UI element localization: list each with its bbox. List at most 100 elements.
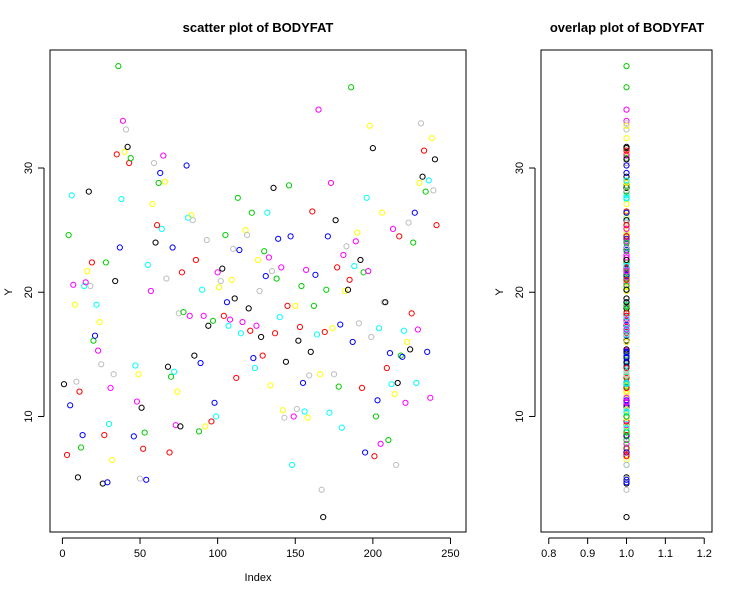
scatter-point	[391, 391, 398, 398]
scatter-point	[313, 331, 321, 338]
scatter-point	[293, 405, 300, 413]
scatter-point	[158, 225, 165, 232]
scatter-point	[149, 200, 156, 208]
scatter-point	[108, 456, 116, 464]
scatter-point	[70, 281, 77, 288]
scatter-point	[68, 192, 75, 199]
overlap-point	[623, 126, 630, 133]
scatter-point	[292, 302, 299, 310]
scatter-point	[335, 383, 342, 390]
overlap-point	[623, 513, 630, 521]
overlap-y-tick-label: 10	[514, 410, 526, 422]
scatter-point	[262, 272, 269, 280]
overlap-point	[623, 276, 630, 283]
scatter-point	[177, 423, 184, 430]
overlap-y-tick-label: 20	[514, 286, 526, 298]
scatter-point	[225, 322, 232, 329]
scatter-point	[245, 305, 252, 312]
scatter-point	[318, 486, 325, 493]
overlap-points	[623, 63, 630, 521]
scatter-x-tick-label: 200	[364, 548, 382, 560]
scatter-point	[242, 227, 249, 234]
scatter-point	[144, 261, 151, 269]
scatter-point	[167, 373, 175, 380]
scatter-point	[408, 310, 415, 317]
scatter-point	[256, 287, 263, 295]
scatter-point	[220, 312, 227, 319]
scatter-point	[422, 188, 429, 195]
scatter-x-tick-label: 250	[441, 548, 459, 560]
overlap-point	[623, 453, 630, 460]
scatter-point	[407, 346, 414, 353]
overlap-y-tick-label: 30	[514, 162, 526, 174]
scatter-point	[278, 264, 285, 271]
scatter-point	[88, 259, 96, 266]
overlap-point	[623, 194, 630, 201]
overlap-point	[623, 63, 630, 70]
scatter-point	[315, 106, 322, 113]
overlap-point	[623, 225, 630, 232]
scatter-point	[352, 238, 359, 245]
scatter-point	[250, 354, 257, 362]
scatter-point	[276, 313, 283, 321]
scatter-x-tick-label: 0	[59, 548, 65, 560]
overlap-point	[623, 120, 630, 127]
scatter-point	[416, 179, 423, 187]
overlap-point	[623, 368, 630, 375]
overlap-point	[623, 222, 630, 229]
scatter-point	[270, 184, 277, 191]
scatter-point	[414, 326, 421, 333]
scatter-point	[244, 231, 251, 239]
scatter-point	[298, 282, 305, 290]
scatter-points	[60, 63, 440, 521]
overlap-point	[623, 239, 630, 246]
scatter-point	[320, 513, 327, 521]
scatter-point	[155, 179, 162, 187]
overlap-point	[623, 461, 630, 469]
overlap-point	[623, 179, 630, 187]
scatter-point	[289, 461, 296, 469]
scatter-point	[264, 209, 271, 216]
overlap-point	[623, 209, 630, 216]
scatter-point	[126, 159, 133, 167]
scatter-point	[290, 413, 297, 420]
scatter-point	[400, 327, 408, 334]
scatter-point	[237, 330, 245, 337]
overlap-point	[623, 135, 630, 142]
scatter-point	[253, 322, 260, 329]
scatter-point	[349, 338, 356, 346]
overlap-point	[623, 187, 630, 194]
scatter-point	[417, 120, 425, 127]
scatter-point	[303, 266, 310, 273]
scatter-point	[428, 135, 435, 142]
scatter-point	[226, 316, 234, 323]
overlap-point	[623, 346, 630, 353]
scatter-point	[79, 432, 86, 439]
scatter-point	[234, 194, 241, 201]
scatter-x-axis: 0 50 100 150 200 250	[59, 537, 460, 560]
scatter-x-axis-title: Index	[245, 572, 272, 584]
overlap-point	[623, 106, 630, 113]
scatter-point	[309, 208, 316, 215]
overlap-point	[623, 379, 630, 387]
scatter-point	[110, 371, 117, 378]
overlap-x-axis: 0.8 0.9 1.0 1.1 1.2	[541, 537, 712, 560]
scatter-point	[430, 187, 437, 194]
scatter-point	[340, 251, 347, 259]
scatter-point	[365, 268, 372, 275]
scatter-point	[385, 436, 392, 444]
overlap-point	[623, 177, 630, 184]
scatter-x-tick-label: 150	[286, 548, 304, 560]
scatter-y-tick-label: 20	[23, 286, 35, 298]
scatter-point	[341, 287, 349, 295]
scatter-point	[399, 353, 406, 360]
scatter-point	[284, 302, 291, 310]
scatter-point	[337, 321, 344, 328]
scatter-point	[135, 371, 142, 378]
scatter-point	[143, 476, 150, 483]
scatter-point	[233, 374, 240, 382]
overlap-x-tick-label: 1.1	[658, 548, 673, 560]
overlap-point	[623, 486, 630, 493]
scatter-point	[87, 282, 94, 290]
